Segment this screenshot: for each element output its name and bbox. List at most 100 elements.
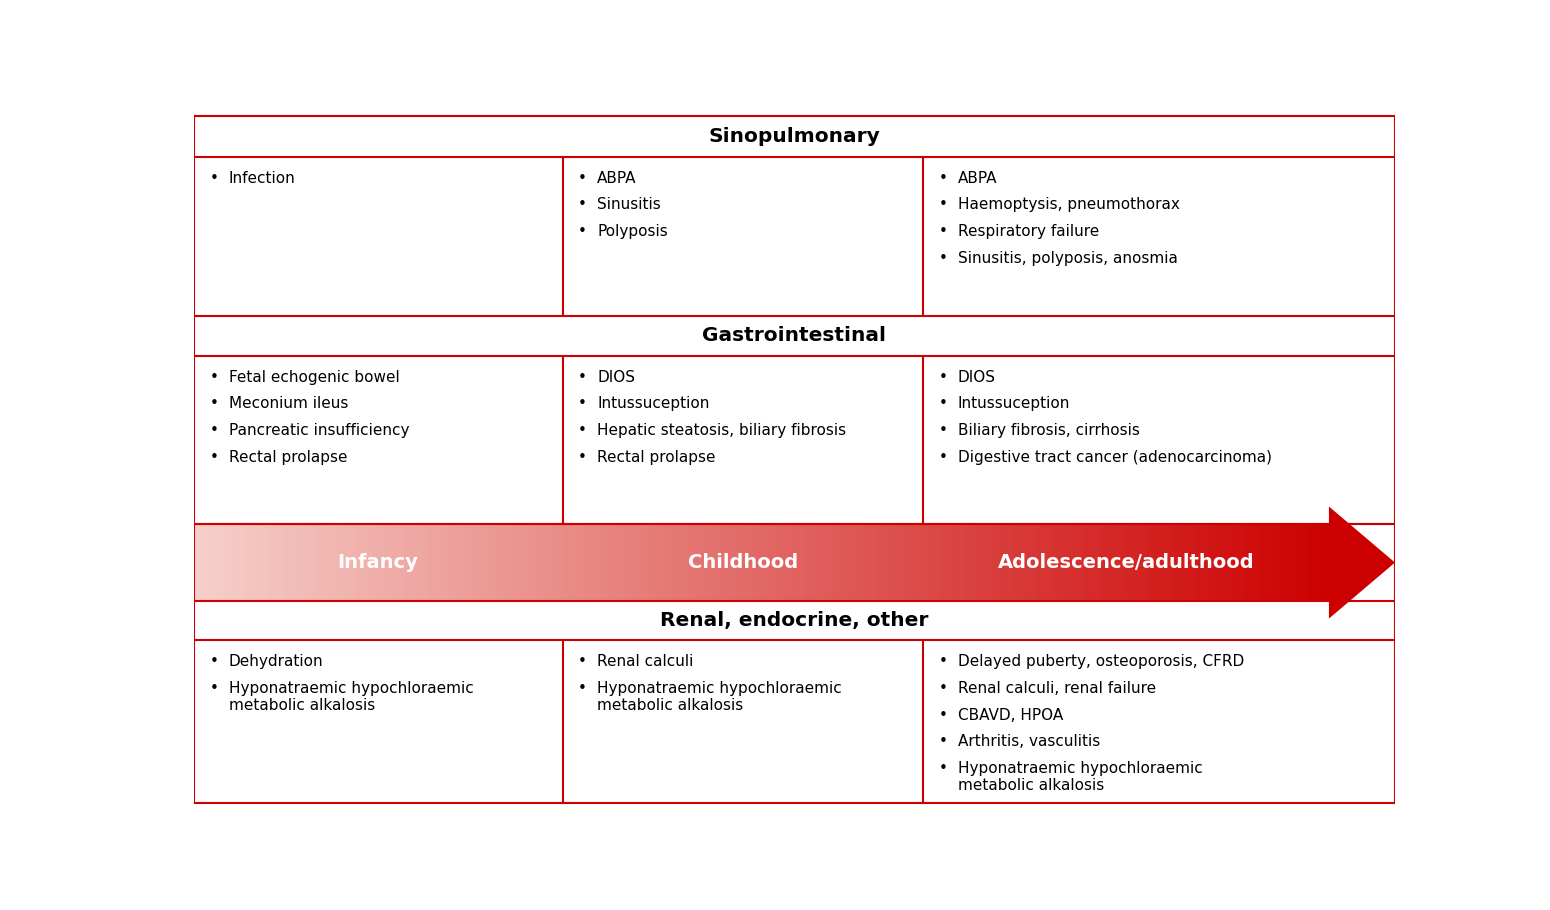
Polygon shape — [1249, 524, 1254, 602]
Polygon shape — [1071, 524, 1076, 602]
Polygon shape — [1121, 524, 1125, 602]
Polygon shape — [470, 524, 474, 602]
Text: •: • — [939, 681, 947, 696]
Polygon shape — [251, 524, 254, 602]
Polygon shape — [231, 524, 236, 602]
Polygon shape — [879, 524, 882, 602]
Polygon shape — [1076, 524, 1079, 602]
Polygon shape — [1037, 524, 1042, 602]
Polygon shape — [194, 524, 197, 602]
Polygon shape — [1031, 524, 1034, 602]
Polygon shape — [916, 524, 921, 602]
Text: Intussuception: Intussuception — [958, 397, 1070, 411]
Polygon shape — [496, 524, 501, 602]
Text: Hyponatraemic hypochloraemic
metabolic alkalosis: Hyponatraemic hypochloraemic metabolic a… — [228, 681, 473, 713]
Polygon shape — [197, 524, 202, 602]
Polygon shape — [315, 524, 319, 602]
Polygon shape — [1254, 524, 1257, 602]
Polygon shape — [1273, 524, 1276, 602]
Polygon shape — [671, 524, 674, 602]
Polygon shape — [1234, 524, 1238, 602]
Text: Childhood: Childhood — [688, 553, 798, 572]
Polygon shape — [341, 524, 346, 602]
Polygon shape — [209, 524, 212, 602]
Polygon shape — [818, 524, 822, 602]
Text: Polyposis: Polyposis — [597, 224, 668, 239]
Polygon shape — [750, 524, 753, 602]
Text: Biliary fibrosis, cirrhosis: Biliary fibrosis, cirrhosis — [958, 423, 1139, 438]
Polygon shape — [826, 524, 829, 602]
Polygon shape — [564, 524, 569, 602]
Polygon shape — [1276, 524, 1280, 602]
Polygon shape — [265, 524, 270, 602]
Polygon shape — [887, 524, 890, 602]
Text: •: • — [578, 224, 587, 239]
Polygon shape — [666, 524, 671, 602]
Polygon shape — [333, 524, 338, 602]
Polygon shape — [966, 524, 969, 602]
Polygon shape — [1026, 524, 1031, 602]
Polygon shape — [572, 524, 577, 602]
Polygon shape — [1215, 524, 1220, 602]
Polygon shape — [1049, 524, 1052, 602]
Polygon shape — [1003, 524, 1008, 602]
Polygon shape — [1170, 524, 1173, 602]
Polygon shape — [663, 524, 666, 602]
Polygon shape — [312, 524, 315, 602]
Polygon shape — [637, 524, 640, 602]
Polygon shape — [504, 524, 508, 602]
Polygon shape — [834, 524, 837, 602]
Polygon shape — [477, 524, 482, 602]
Polygon shape — [1212, 524, 1215, 602]
Polygon shape — [871, 524, 874, 602]
Text: •: • — [578, 171, 587, 186]
Polygon shape — [1136, 524, 1139, 602]
Polygon shape — [674, 524, 677, 602]
Polygon shape — [401, 524, 406, 602]
Polygon shape — [727, 524, 732, 602]
Polygon shape — [485, 524, 488, 602]
Text: •: • — [939, 423, 947, 438]
Polygon shape — [777, 524, 780, 602]
Text: •: • — [939, 397, 947, 411]
Polygon shape — [921, 524, 924, 602]
Polygon shape — [356, 524, 360, 602]
Polygon shape — [856, 524, 860, 602]
Polygon shape — [246, 524, 251, 602]
Polygon shape — [549, 524, 553, 602]
Polygon shape — [516, 524, 519, 602]
Polygon shape — [1113, 524, 1118, 602]
Polygon shape — [270, 524, 273, 602]
Text: ABPA: ABPA — [958, 171, 997, 186]
Polygon shape — [769, 524, 773, 602]
Polygon shape — [1291, 524, 1294, 602]
Text: Renal calculi, renal failure: Renal calculi, renal failure — [958, 681, 1156, 696]
Polygon shape — [420, 524, 425, 602]
Text: •: • — [578, 423, 587, 438]
Polygon shape — [417, 524, 420, 602]
Polygon shape — [939, 524, 942, 602]
Polygon shape — [1257, 524, 1260, 602]
Polygon shape — [1226, 524, 1231, 602]
Polygon shape — [587, 524, 591, 602]
Polygon shape — [640, 524, 645, 602]
Polygon shape — [299, 524, 304, 602]
Text: Sinusitis, polyposis, anosmia: Sinusitis, polyposis, anosmia — [958, 251, 1178, 266]
Polygon shape — [622, 524, 625, 602]
Polygon shape — [508, 524, 512, 602]
Polygon shape — [409, 524, 414, 602]
Polygon shape — [202, 524, 205, 602]
Polygon shape — [800, 524, 803, 602]
Text: Respiratory failure: Respiratory failure — [958, 224, 1099, 239]
Polygon shape — [1068, 524, 1071, 602]
Polygon shape — [902, 524, 905, 602]
Text: Hyponatraemic hypochloraemic
metabolic alkalosis: Hyponatraemic hypochloraemic metabolic a… — [958, 761, 1203, 794]
Polygon shape — [705, 524, 708, 602]
Text: •: • — [939, 171, 947, 186]
Polygon shape — [1063, 524, 1068, 602]
Polygon shape — [711, 524, 716, 602]
Polygon shape — [372, 524, 375, 602]
Polygon shape — [1118, 524, 1121, 602]
Text: Sinusitis: Sinusitis — [597, 197, 662, 213]
Polygon shape — [380, 524, 383, 602]
